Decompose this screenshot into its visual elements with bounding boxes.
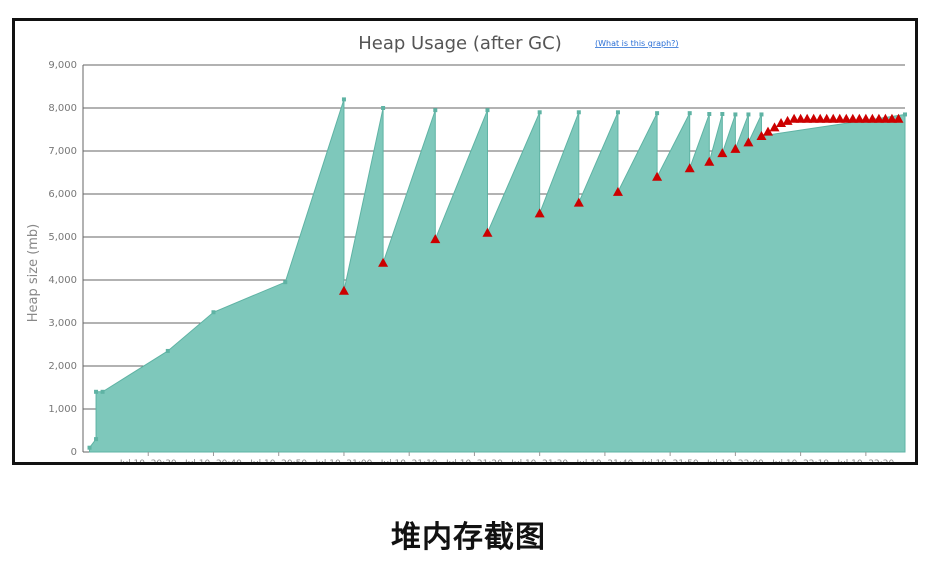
x-tick-label: Jul 10, 21:40: [575, 459, 633, 462]
caption: 堆内存截图: [391, 520, 546, 555]
gc-triangle-marker: [847, 113, 858, 123]
gc-triangle-marker: [867, 113, 878, 123]
gc-triangle-marker: [338, 285, 349, 295]
what-is-this-graph-link[interactable]: (What is this graph?): [595, 39, 679, 48]
gc-triangle-marker: [684, 163, 695, 173]
heap-point: [283, 280, 288, 285]
y-tick-label: 2,000: [48, 361, 77, 372]
heap-point: [87, 445, 92, 450]
gc-triangle-marker: [482, 227, 493, 237]
gc-triangle-marker: [743, 137, 754, 147]
gc-triangle-marker: [828, 113, 839, 123]
heap-point: [100, 389, 105, 394]
x-tick-label: Jul 10, 22:10: [771, 459, 829, 462]
gc-triangle-marker: [430, 234, 441, 244]
gc-triangle-marker: [612, 186, 623, 196]
y-tick-label: 9,000: [48, 60, 77, 71]
heap-point: [687, 111, 692, 116]
heap-point: [759, 112, 764, 117]
gc-triangle-marker: [704, 156, 715, 166]
x-tick-label: Jul 10, 20:40: [184, 459, 242, 462]
y-tick-label: 8,000: [48, 103, 77, 114]
heap-point: [903, 112, 907, 117]
x-tick-label: Jul 10, 21:10: [380, 459, 438, 462]
chart-title: Heap Usage (after GC): [358, 33, 561, 54]
heap-point: [537, 110, 542, 115]
gc-triangle-marker: [795, 113, 806, 123]
x-tick-label: Jul 10, 21:20: [445, 459, 503, 462]
gc-triangle-marker: [815, 113, 826, 123]
y-tick-label: 5,000: [48, 232, 77, 243]
gc-triangle-marker: [652, 171, 663, 181]
heap-point: [655, 111, 660, 116]
heap-point: [211, 310, 216, 315]
y-tick-label: 3,000: [48, 318, 77, 329]
heap-point: [341, 97, 346, 102]
gc-triangle-marker: [534, 208, 545, 218]
gc-triangle-marker: [834, 113, 845, 123]
heap-point: [720, 112, 725, 117]
heap-point: [94, 389, 99, 394]
heap-point: [707, 112, 712, 117]
y-axis-ticks: 0 1,000 2,000 3,000 4,000 5,000 6,000 7,000 8,00…: [48, 60, 77, 458]
x-axis-ticks: Jul 10, 20:30 Jul 10, 20:40 Jul 10, 20:50 J…: [119, 452, 895, 462]
x-tick-label: Jul 10, 21:30: [510, 459, 568, 462]
gc-triangle-marker: [378, 257, 389, 267]
y-tick-label: 4,000: [48, 275, 77, 286]
x-tick-label: Jul 10, 21:00: [315, 459, 373, 462]
x-tick-label: Jul 10, 22:00: [706, 459, 764, 462]
gc-triangle-marker: [730, 143, 741, 153]
heap-point: [576, 110, 581, 115]
y-tick-label: 0: [71, 447, 77, 458]
x-tick-label: Jul 10, 20:50: [249, 459, 307, 462]
gc-triangle-marker: [769, 122, 780, 132]
x-tick-label: Jul 10, 22:20: [836, 459, 894, 462]
heap-area-series: [89, 99, 906, 453]
gc-triangle-marker: [756, 130, 767, 140]
heap-point: [381, 106, 386, 110]
gc-markers: [338, 113, 904, 295]
gc-triangle-marker: [841, 113, 852, 123]
gc-triangle-marker: [880, 113, 891, 123]
heap-point: [615, 110, 620, 115]
gc-triangle-marker: [573, 197, 584, 207]
heap-point: [733, 112, 738, 117]
heap-point: [165, 348, 170, 353]
heap-point: [746, 112, 751, 117]
gc-triangle-marker: [802, 113, 813, 123]
y-tick-label: 7,000: [48, 146, 77, 157]
gc-triangle-marker: [763, 126, 773, 136]
heap-point: [485, 108, 490, 113]
chart-frame: 0 1,000 2,000 3,000 4,000 5,000 6,000 7,000 8,00…: [12, 18, 918, 465]
heap-point: [433, 108, 438, 113]
gc-triangle-marker: [717, 148, 728, 158]
gc-triangle-marker: [821, 113, 832, 123]
y-tick-label: 6,000: [48, 189, 77, 200]
x-tick-label: Jul 10, 21:50: [641, 459, 699, 462]
heap-usage-chart: 0 1,000 2,000 3,000 4,000 5,000 6,000 7,000 8,00…: [26, 33, 907, 462]
gc-triangle-marker: [860, 113, 871, 123]
gc-triangle-marker: [789, 113, 800, 123]
gc-triangle-marker: [808, 113, 819, 123]
x-tick-label: Jul 10, 20:30: [119, 459, 177, 462]
y-axis-label: Heap size (mb): [26, 224, 41, 323]
heap-point: [94, 437, 99, 442]
gc-triangle-marker: [893, 113, 904, 123]
y-tick-label: 1,000: [48, 404, 77, 415]
gc-triangle-marker: [873, 113, 884, 123]
gc-triangle-marker: [886, 113, 897, 123]
gc-triangle-marker: [854, 113, 865, 123]
